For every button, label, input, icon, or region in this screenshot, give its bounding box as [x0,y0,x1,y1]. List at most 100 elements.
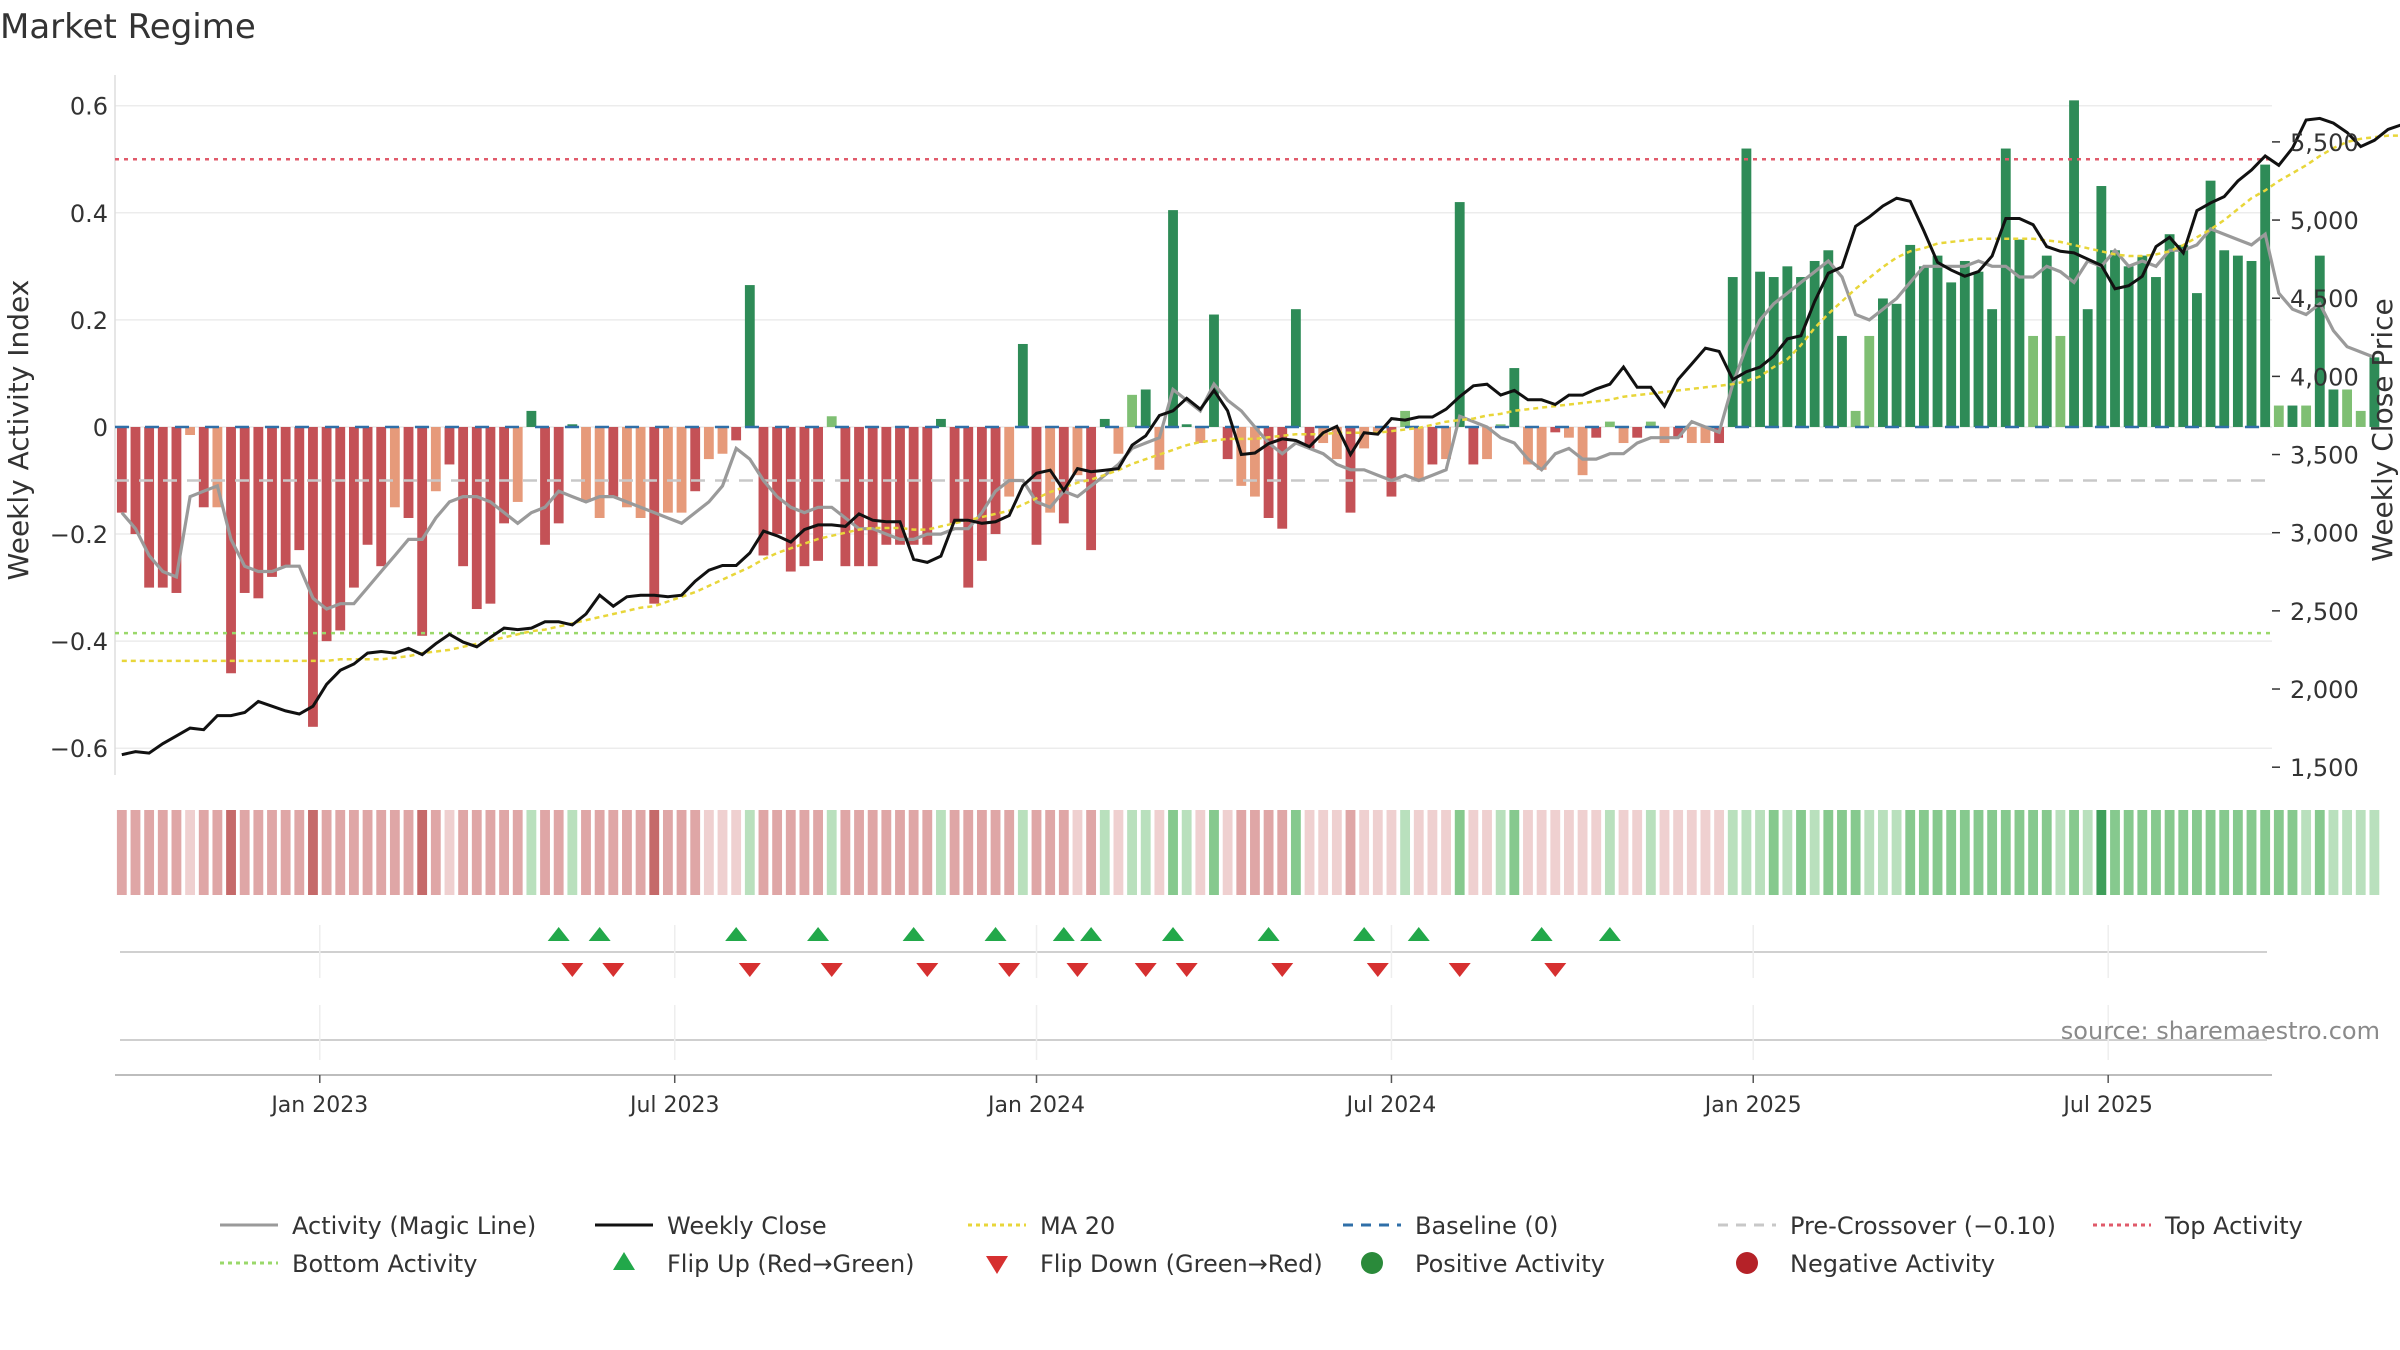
y-tick-label: −0.6 [50,735,108,763]
regime-cell [526,810,537,895]
activity-bar [990,426,1001,535]
activity-bar [2151,277,2161,427]
regime-cell [471,810,482,895]
regime-cell [1209,810,1219,895]
activity-bar [1973,271,1984,427]
activity-bar [294,426,305,551]
regime-cell [854,810,864,895]
regime-cell [348,810,359,895]
regime-cell [949,810,960,895]
activity-bar [226,426,236,674]
regime-cell [581,810,591,895]
activity-bar [144,426,155,588]
activity-bar [703,426,714,460]
regime-cell [1959,810,1970,895]
regime-cell [908,810,919,895]
activity-bar [1509,368,1520,427]
activity-bar [1550,426,1561,433]
regime-cell [936,810,946,895]
activity-bar [840,426,851,567]
activity-bar [1140,389,1151,427]
activity-bar [2178,244,2189,427]
regime-cell [1086,810,1097,895]
activity-bar [2028,335,2039,427]
regime-cell [1181,810,1192,895]
regime-cell [1700,810,1711,895]
activity-bar [622,426,632,508]
activity-bar [1058,426,1069,524]
regime-cell [2287,810,2298,895]
legend-label: Positive Activity [1415,1250,1605,1278]
regime-cell [963,810,974,895]
regime-cell [116,810,127,895]
activity-bar [1086,426,1097,551]
regime-cell [799,810,810,895]
activity-bar [444,426,455,465]
regime-cell [2219,810,2230,895]
flip-down-marker [1544,963,1567,977]
activity-bar [1372,426,1383,433]
regime-cell [2178,810,2189,895]
regime-cell [1796,810,1806,895]
activity-bar [717,426,728,454]
activity-bar [908,426,919,545]
regime-cell [1946,810,1957,895]
legend-label: Activity (Magic Line) [292,1212,536,1240]
flip-markers-panel [120,925,2267,978]
activity-bar [1591,426,1602,438]
x-tick-label: Jan 2025 [1703,1093,1802,1118]
regime-cell [1727,810,1738,895]
regime-cell [2028,810,2039,895]
legend-swatch [1736,1252,1758,1274]
regime-cell [1127,810,1137,895]
regime-cell [1468,810,1479,895]
regime-cell [1140,810,1151,895]
regime-cell [212,810,223,895]
regime-cell [540,810,550,895]
activity-bar [1673,426,1684,438]
activity-bar [1441,426,1451,460]
regime-cell [867,810,878,895]
y2-tick-label: 5,000 [2290,207,2359,235]
activity-bar [2219,250,2230,427]
regime-cell [2014,810,2025,895]
x-tick-label: Jul 2023 [628,1093,720,1118]
flip-up-marker [1257,927,1280,941]
regime-cell [403,810,414,895]
activity-bar [676,426,687,513]
regime-cell [1932,810,1943,895]
regime-cell [2301,810,2312,895]
regime-cell [1372,810,1383,895]
activity-bar [1413,426,1424,481]
activity-bar [1714,426,1725,444]
activity-bar [635,426,646,518]
legend-label: Pre-Crossover (−0.10) [1790,1212,2056,1240]
regime-cell [1454,810,1465,895]
activity-bar [321,426,332,642]
legend-swatch [613,1252,635,1270]
regime-cell [2355,810,2366,895]
activity-bar [1127,394,1137,427]
activity-bar [1154,426,1165,470]
activity-bar [1864,335,1875,427]
regime-cell [2191,810,2202,895]
activity-bar [2014,239,2025,427]
activity-bar [895,426,905,545]
regime-cell [2164,810,2175,895]
activity-bar [430,426,441,492]
x-tick-label: Jul 2024 [1345,1093,1437,1118]
regime-cell [1250,810,1260,895]
activity-bar [1209,314,1219,427]
activity-bar [526,410,537,427]
activity-bar [2301,405,2312,427]
activity-bar [1263,426,1274,518]
regime-cell [1304,810,1315,895]
flip-down-marker [916,963,939,977]
activity-bar [1113,426,1124,454]
activity-bar [1004,426,1015,497]
regime-cell [1823,810,1834,895]
activity-bar [499,426,509,524]
regime-cell [1386,810,1397,895]
x-tick-label: Jul 2025 [2061,1093,2153,1118]
activity-bar [2342,389,2352,427]
